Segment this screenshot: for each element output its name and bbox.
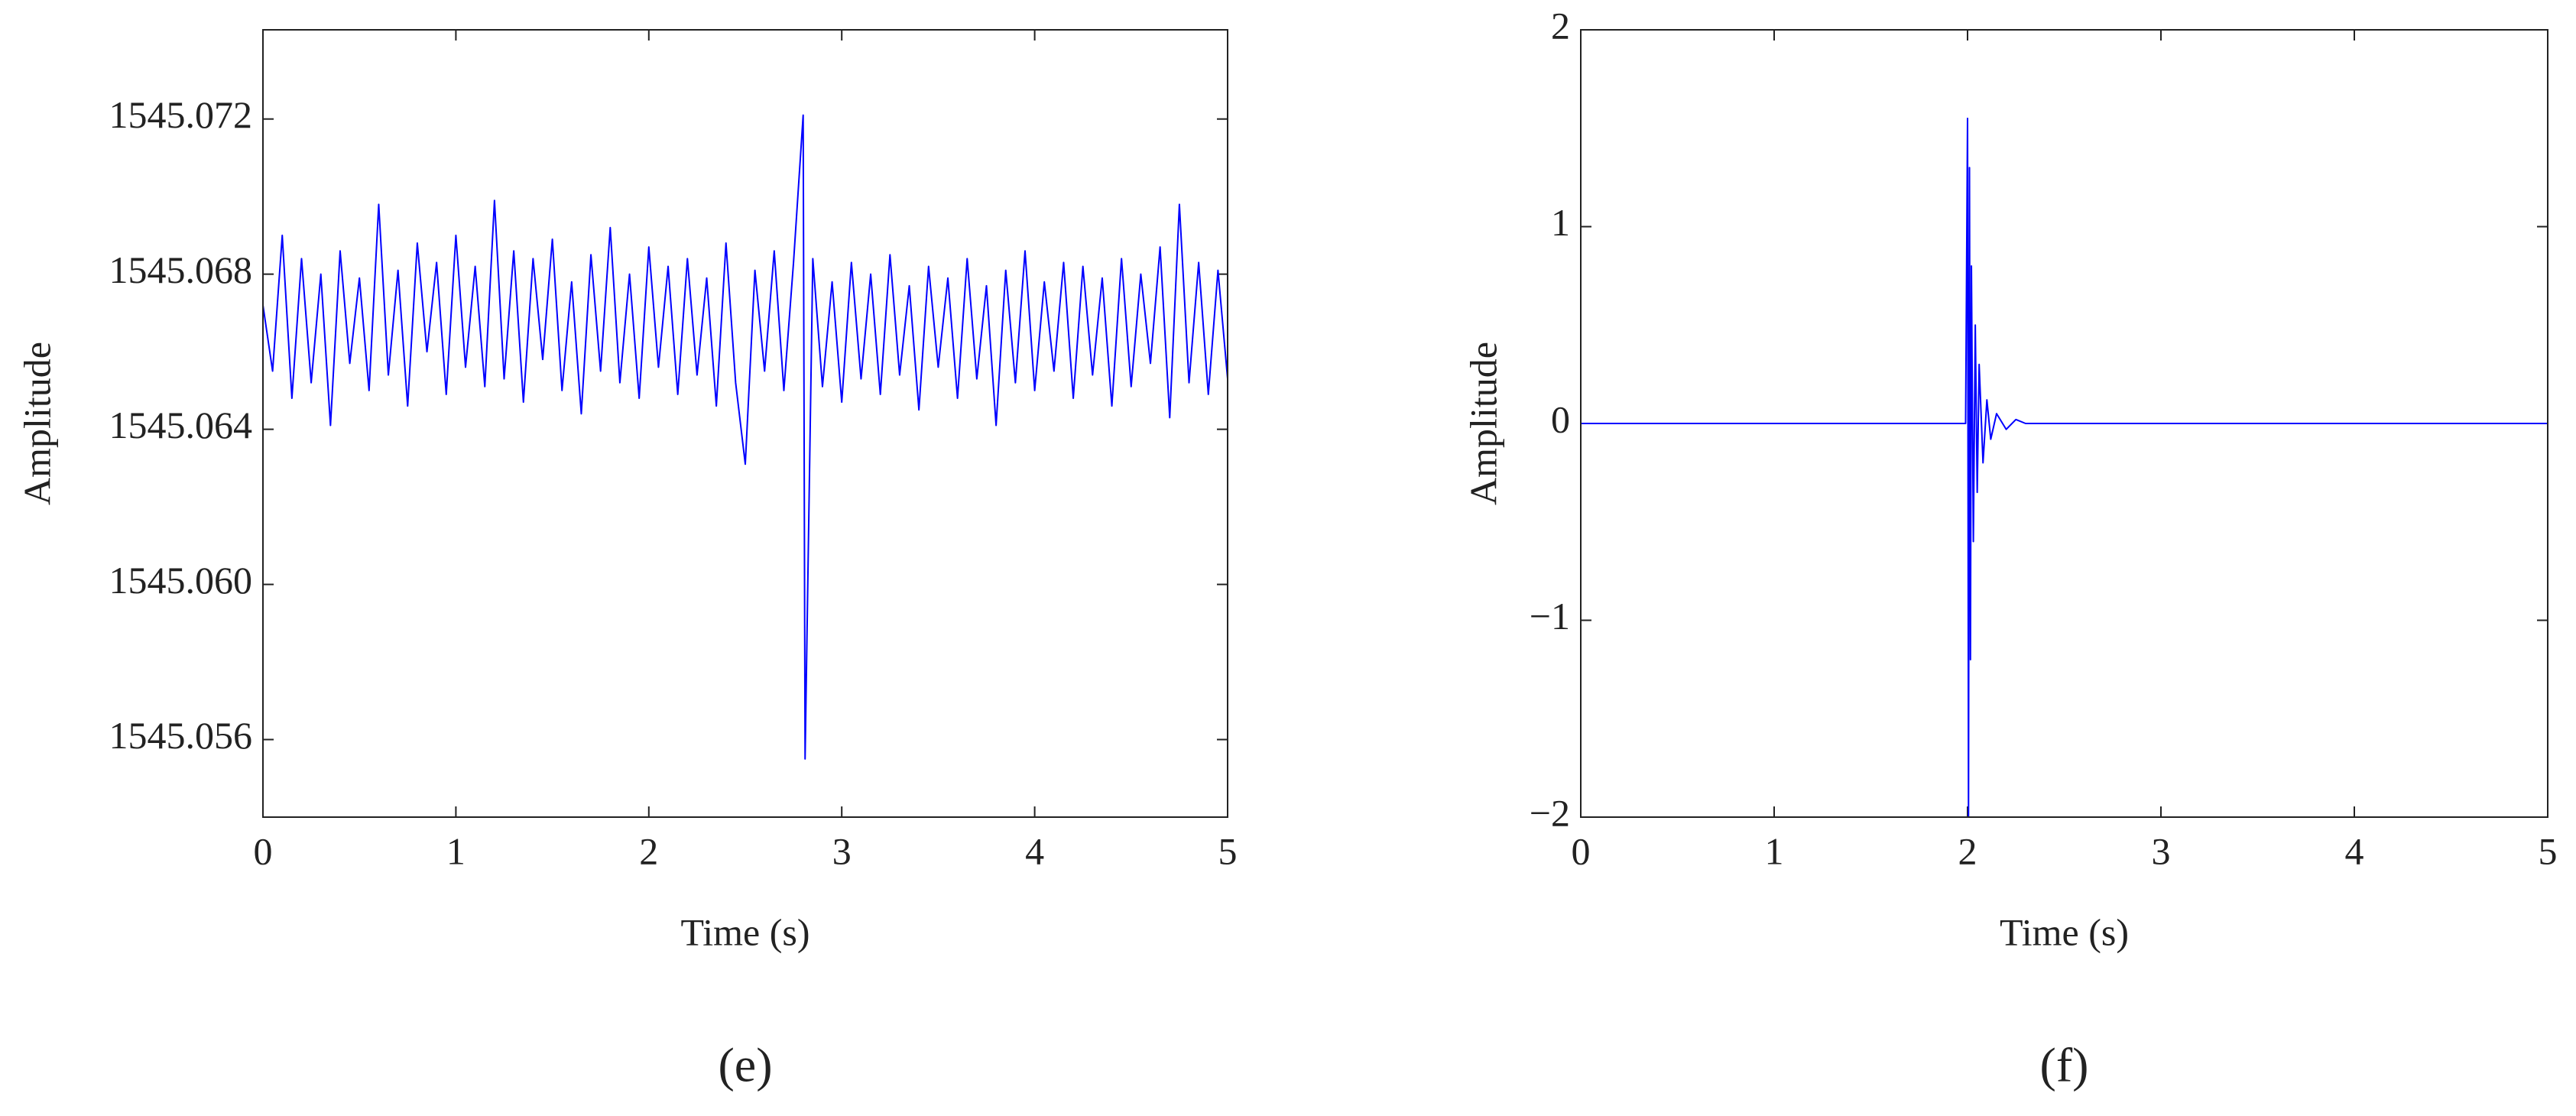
x-tick-label: 1 [446,829,466,872]
panel-label: (f) [2040,1038,2089,1092]
x-tick-label: 1 [1765,829,1784,872]
y-tick-label: 1545.072 [109,93,253,136]
x-tick-label: 4 [1025,829,1044,872]
panel-label: (e) [718,1038,772,1092]
y-axis-title: Amplitude [1462,342,1504,505]
y-tick-label: 2 [1551,4,1570,47]
y-tick-label: 1 [1551,201,1570,244]
x-tick-label: 2 [1958,829,1977,872]
y-tick-label: 1545.064 [109,404,253,446]
x-axis-title: Time (s) [680,910,809,953]
y-tick-label: 1545.068 [109,248,253,291]
y-tick-label: 1545.060 [109,559,253,602]
plot-frame [262,29,1228,818]
x-tick-label: 3 [2152,829,2171,872]
data-line [1581,117,2548,818]
data-line [262,114,1228,760]
x-tick-label: 5 [2539,829,2558,872]
x-tick-label: 0 [1572,829,1591,872]
y-tick-label: 0 [1551,397,1570,440]
x-axis-title: Time (s) [2000,910,2129,953]
plot-frame [1580,29,2548,818]
y-tick-label: −2 [1530,791,1570,834]
x-tick-label: 5 [1218,829,1238,872]
x-tick-label: 0 [254,829,273,872]
y-tick-label: −1 [1530,595,1570,637]
x-tick-label: 4 [2345,829,2364,872]
y-tick-label: 1545.056 [109,714,253,757]
y-axis-title: Amplitude [15,342,58,505]
x-tick-label: 3 [832,829,852,872]
x-tick-label: 2 [639,829,658,872]
